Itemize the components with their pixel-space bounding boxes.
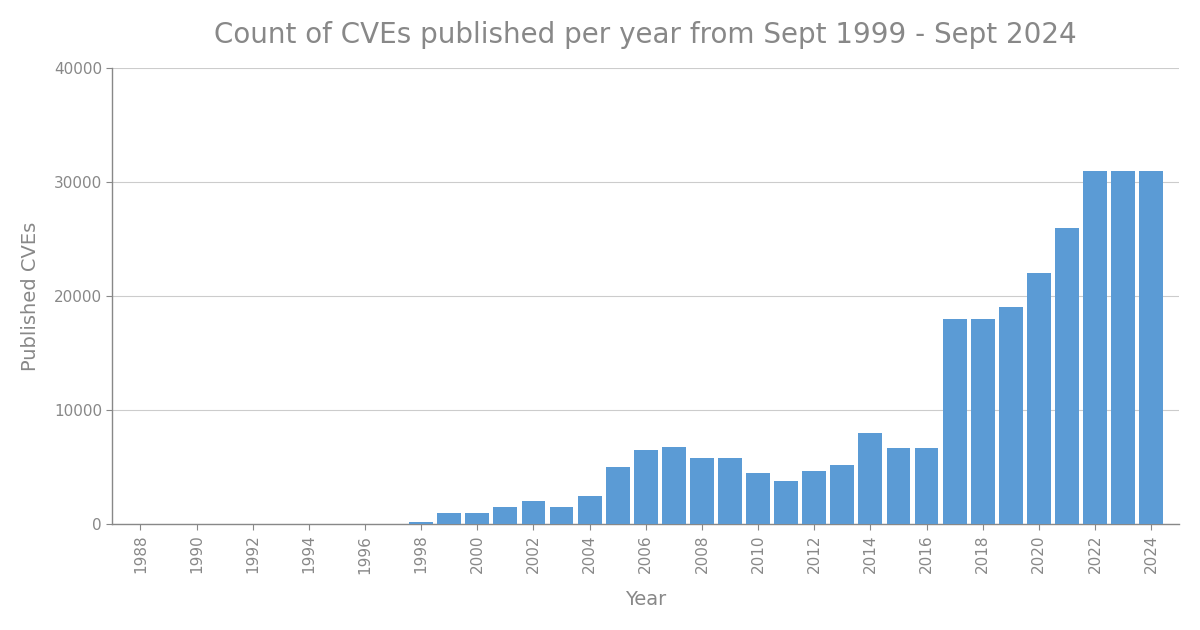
Title: Count of CVEs published per year from Sept 1999 - Sept 2024: Count of CVEs published per year from Se… — [215, 21, 1078, 49]
Bar — [634, 450, 658, 524]
Bar — [437, 513, 461, 524]
Bar — [662, 447, 685, 524]
Bar — [718, 458, 742, 524]
Bar — [830, 465, 854, 524]
Bar — [522, 501, 546, 524]
Bar — [943, 319, 966, 524]
Bar — [858, 433, 882, 524]
Bar — [550, 507, 574, 524]
Bar — [577, 496, 601, 524]
Bar — [1084, 171, 1106, 524]
Bar — [1139, 171, 1163, 524]
Bar — [1055, 227, 1079, 524]
Bar — [998, 307, 1022, 524]
X-axis label: Year: Year — [625, 590, 666, 609]
Bar — [746, 473, 770, 524]
Bar — [606, 467, 630, 524]
Bar — [914, 448, 938, 524]
Bar — [774, 481, 798, 524]
Bar — [466, 513, 490, 524]
Bar — [409, 522, 433, 524]
Bar — [1111, 171, 1135, 524]
Y-axis label: Published CVEs: Published CVEs — [20, 221, 40, 370]
Bar — [887, 448, 911, 524]
Bar — [493, 507, 517, 524]
Bar — [690, 458, 714, 524]
Bar — [1027, 273, 1051, 524]
Bar — [803, 471, 826, 524]
Bar — [971, 319, 995, 524]
